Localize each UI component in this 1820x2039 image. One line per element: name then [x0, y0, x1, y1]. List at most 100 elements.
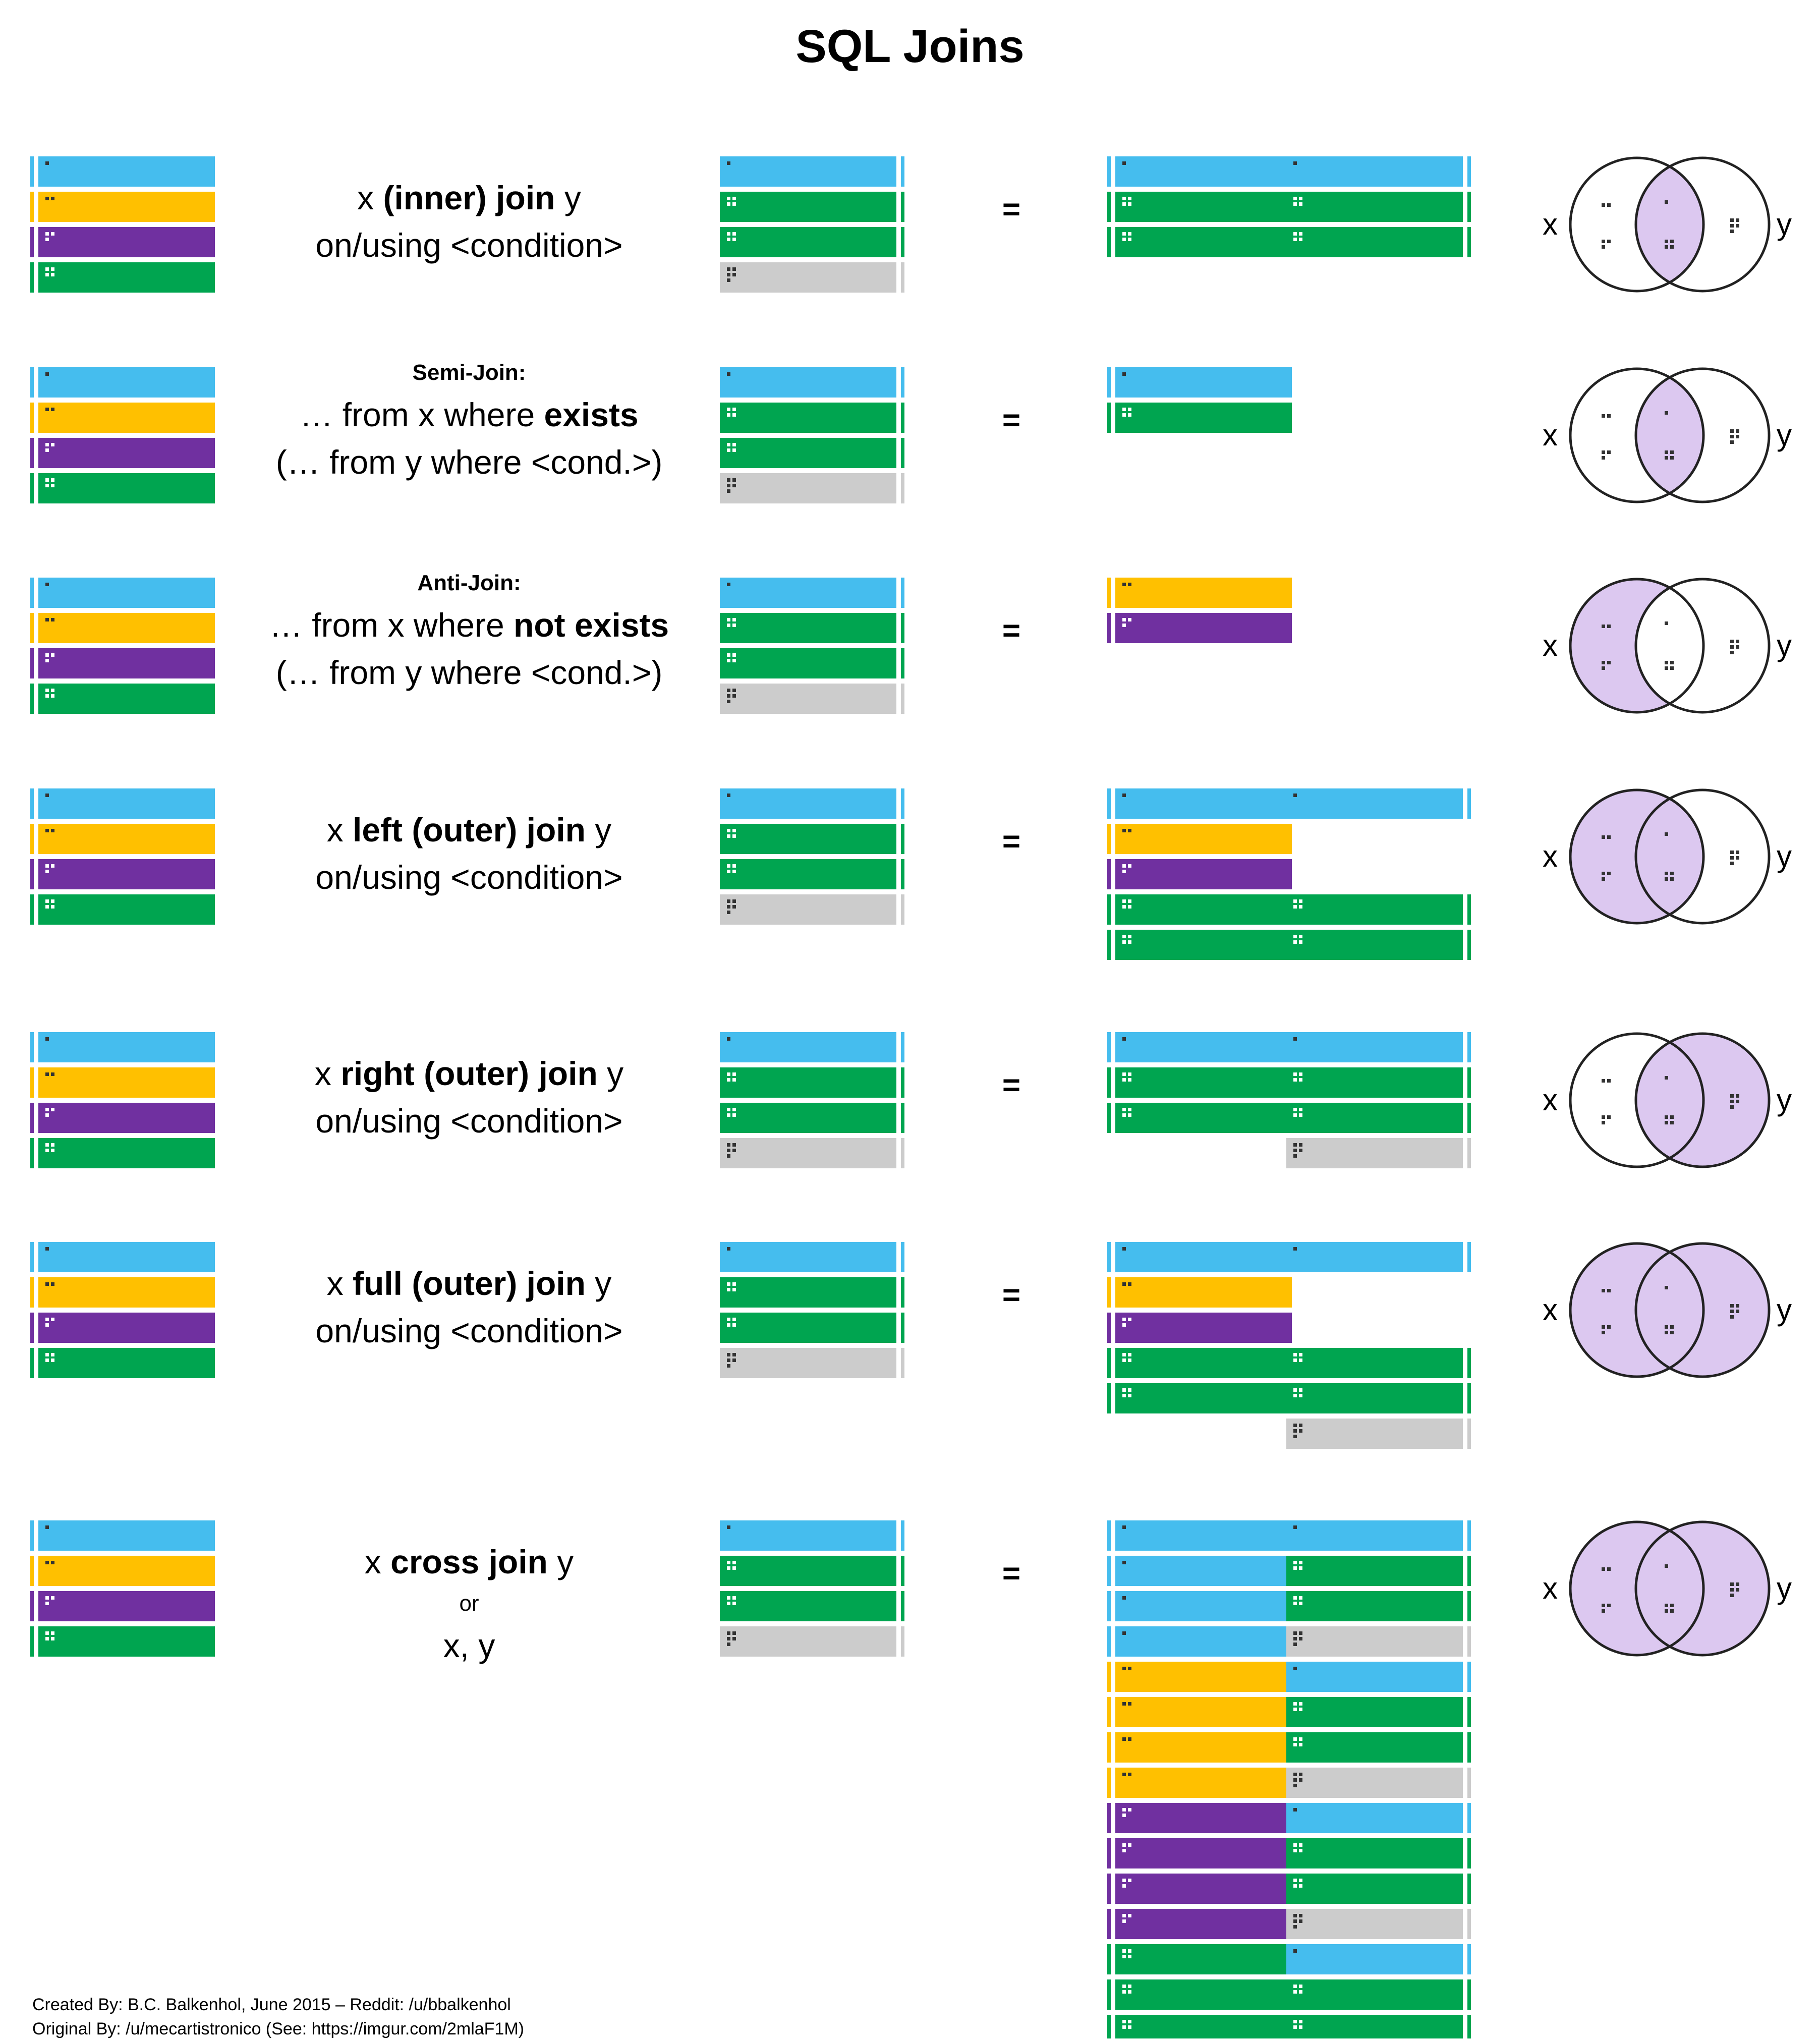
row-bar [1115, 1838, 1292, 1868]
table-x [30, 1032, 215, 1168]
key-dot [1293, 1808, 1297, 1811]
join-syntax-line: x cross join y [242, 1538, 696, 1585]
row-edge-right [1467, 1591, 1471, 1621]
key-dot [1299, 1394, 1302, 1397]
key-dot [1299, 1919, 1302, 1923]
row-edge-left [30, 1348, 34, 1378]
key-dot [1128, 238, 1131, 241]
venn-label-x: x [1543, 839, 1558, 873]
key-dot [727, 1631, 730, 1635]
key-dot [51, 484, 54, 487]
key-dot [1128, 413, 1131, 417]
key-dot [1293, 794, 1297, 797]
key-dot [1299, 232, 1302, 236]
key-dot [732, 413, 736, 417]
key-dot [727, 408, 730, 411]
table-y-row [720, 1032, 904, 1062]
join-text: y [555, 179, 581, 216]
key-dot [1299, 1388, 1302, 1392]
venn-key-dot [1736, 1304, 1739, 1308]
table-x-row [30, 262, 215, 293]
row-bar [720, 684, 896, 714]
key-dot [45, 1637, 49, 1640]
key-dot [51, 273, 54, 276]
table-x-row [30, 613, 215, 643]
key-dot [1122, 1323, 1126, 1327]
row-edge-left [1107, 578, 1111, 608]
table-x-row [30, 859, 215, 889]
key-dot [1293, 1784, 1297, 1787]
result-row-right [1286, 1803, 1471, 1833]
result-row-right [1286, 1626, 1471, 1657]
key-dot [732, 1318, 736, 1321]
key-dot [727, 478, 730, 482]
key-dot [1293, 1773, 1297, 1776]
row-bar [38, 1348, 215, 1378]
row-bar [1286, 1697, 1463, 1727]
result-table [1107, 367, 1292, 433]
row-edge-left [1107, 1520, 1111, 1551]
key-dot [1122, 1631, 1126, 1635]
key-dot [1122, 1914, 1126, 1917]
key-dot [1128, 1985, 1131, 1988]
table-x-row [30, 1067, 215, 1098]
key-dot [727, 1525, 730, 1529]
venn-circle-y [1634, 1032, 1771, 1168]
row-bar [38, 403, 215, 433]
row-bar [720, 227, 896, 257]
table-y-row [720, 1103, 904, 1133]
result-table [1107, 578, 1292, 643]
row-edge-left [30, 1556, 34, 1586]
key-dot [51, 1561, 54, 1564]
result-row-right [1286, 1067, 1471, 1098]
key-dot [51, 618, 54, 621]
key-dot [1293, 1078, 1297, 1082]
row-bar [1115, 894, 1292, 925]
table-y-row [720, 367, 904, 398]
result-row-right [1286, 1419, 1471, 1449]
table-x-row [30, 894, 215, 925]
key-dot [1299, 2025, 1302, 2029]
key-dot [51, 1282, 54, 1286]
key-dot [51, 829, 54, 832]
row-bar [1115, 1909, 1292, 1939]
key-dot [45, 372, 49, 376]
result-row-left [1107, 1032, 1292, 1062]
row-edge-right [1467, 1768, 1471, 1798]
row-bar [1115, 1277, 1292, 1308]
venn-key-dot [1665, 1604, 1668, 1607]
venn-circle-y [1634, 367, 1771, 503]
result-row-right [1286, 930, 1471, 960]
venn-key-dot [1736, 1582, 1739, 1586]
venn-key-dot [1736, 1310, 1739, 1313]
venn-key-dot [1665, 832, 1668, 836]
join-keyword: not exists [514, 606, 669, 644]
key-dot [51, 1596, 54, 1600]
row-bar [1115, 227, 1292, 257]
row-bar [720, 1591, 896, 1621]
result-row-left [1107, 1277, 1292, 1308]
row-bar [720, 1067, 896, 1098]
key-dot [1122, 1113, 1126, 1117]
key-dot [1128, 905, 1131, 909]
key-dot [727, 1566, 730, 1570]
venn-key-dot [1730, 856, 1734, 860]
venn-key-dot [1665, 1325, 1668, 1329]
key-dot [727, 489, 730, 493]
join-condition-line: on/using <condition> [315, 859, 623, 896]
row-bar [720, 613, 896, 643]
table-y-row [720, 1277, 904, 1308]
key-dot [1293, 905, 1297, 909]
key-dot [1299, 1143, 1302, 1147]
result-row-right [1286, 1838, 1471, 1868]
row-edge-right [901, 367, 904, 398]
key-dot [727, 583, 730, 586]
key-dot [732, 1561, 736, 1564]
key-dot [1293, 202, 1297, 206]
venn-key-dot [1607, 450, 1611, 454]
key-dot [732, 1631, 736, 1635]
row-edge-right [1467, 1662, 1471, 1692]
key-dot [1128, 408, 1131, 411]
key-dot [1293, 1429, 1297, 1433]
venn-key-dot [1665, 1115, 1668, 1119]
